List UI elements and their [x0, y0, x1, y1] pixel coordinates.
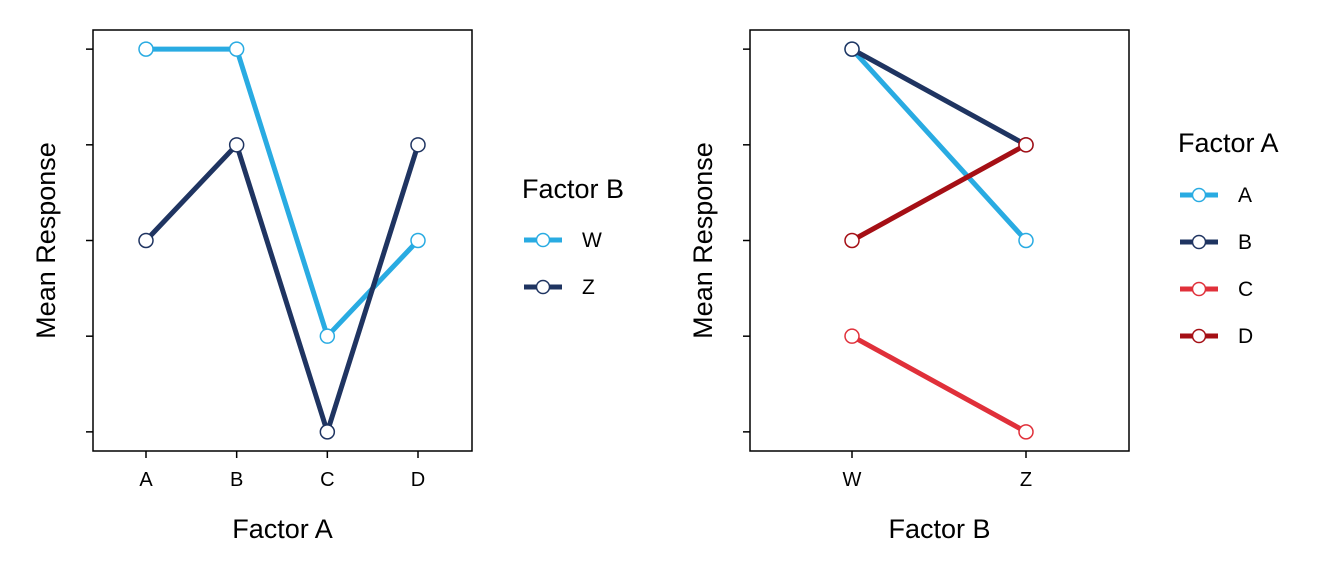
legend-title: Factor A — [1178, 128, 1279, 158]
series-line-Z — [144, 142, 421, 435]
legend-key-point — [1191, 328, 1207, 344]
data-point-C — [1018, 424, 1034, 440]
data-point-Z — [319, 424, 336, 440]
legend-key-point — [535, 232, 551, 248]
data-point-W — [228, 41, 245, 57]
legend-key-point — [1191, 281, 1207, 297]
data-point-W — [138, 41, 154, 57]
data-point-Z — [410, 137, 426, 153]
series-line-D — [850, 142, 1028, 243]
y-axis-title: Mean Response — [31, 142, 61, 339]
data-point-Z — [228, 137, 245, 153]
plot-border — [749, 29, 1130, 452]
x-tick-label: B — [230, 469, 243, 491]
x-tick-label: W — [843, 469, 862, 491]
data-point-Z — [138, 232, 154, 249]
x-tick-label: D — [411, 469, 425, 491]
legend-label: Z — [582, 276, 595, 299]
x-axis-title: Factor B — [888, 514, 990, 544]
legend-label: B — [1238, 231, 1252, 254]
legend-key-point — [1191, 234, 1207, 250]
chart-1: A B C D Factor A Mean Response Factor B W Z — [31, 29, 624, 544]
legend-label: D — [1238, 325, 1253, 348]
legend-key-point — [1191, 187, 1207, 203]
x-tick-label: A — [139, 469, 153, 491]
legend-label: A — [1238, 184, 1252, 207]
series-line-A — [850, 47, 1028, 243]
data-point-W — [319, 328, 336, 344]
series-line-C — [850, 333, 1028, 435]
data-point-B — [844, 41, 860, 57]
x-axis-title: Factor A — [232, 514, 333, 544]
data-point-D — [1018, 137, 1034, 153]
data-point-D — [844, 232, 860, 249]
y-axis-title: Mean Response — [688, 142, 718, 339]
legend-key-point — [535, 279, 551, 295]
legend-label: C — [1238, 278, 1253, 301]
chart-2: W Z Factor B Mean Response Factor A A B C D — [688, 29, 1279, 544]
data-point-C — [844, 328, 860, 344]
data-point-W — [410, 232, 426, 249]
legend-label: W — [582, 229, 602, 252]
legend-title: Factor B — [522, 174, 624, 204]
x-tick-label: Z — [1020, 469, 1032, 491]
series-line-B — [850, 46, 1028, 148]
data-point-A — [1018, 232, 1034, 249]
x-tick-label: C — [320, 469, 334, 491]
